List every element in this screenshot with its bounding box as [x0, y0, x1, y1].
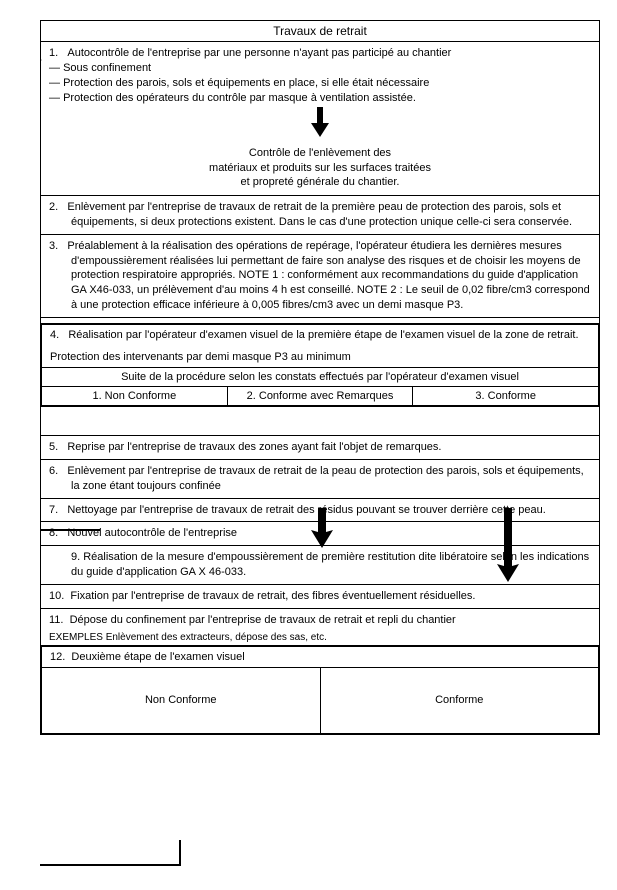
option-non-conforme: 1. Non Conforme — [42, 387, 228, 405]
step-4-box: 4. Réalisation par l'opérateur d'examen … — [40, 323, 600, 407]
step-8: 8. Nouvel autocontrôle de l'entreprise — [41, 522, 599, 546]
step-1-line: 1. Autocontrôle de l'entreprise par une … — [49, 46, 591, 61]
title-text: Travaux de retrait — [273, 24, 367, 38]
step-7: 7. Nettoyage par l'entreprise de travaux… — [41, 499, 599, 523]
step-9: 9. Réalisation de la mesure d'empoussièr… — [41, 546, 599, 585]
step-11-exemples: EXEMPLES Enlèvement des extracteurs, dép… — [41, 630, 599, 646]
step-4-options: 1. Non Conforme 2. Conforme avec Remarqu… — [42, 387, 598, 405]
step-10: 10. Fixation par l'entreprise de travaux… — [41, 585, 599, 609]
arrow-icon-1 — [49, 105, 591, 144]
step-4-suite-header: Suite de la procédure selon les constats… — [42, 367, 598, 387]
step-1-bullet-2: Protection des parois, sols et équipemen… — [49, 76, 591, 91]
option-conforme: 3. Conforme — [413, 387, 598, 405]
step-12-box: 12. Deuxième étape de l'examen visuel No… — [40, 645, 600, 735]
step-3: 3. Préalablement à la réalisation des op… — [41, 235, 599, 318]
step-12-non-conforme: Non Conforme — [42, 668, 321, 733]
step-2: 2. Enlèvement par l'entreprise de travau… — [41, 196, 599, 235]
title-bar: Travaux de retrait — [41, 21, 599, 42]
step-11: 11. Dépose du confinement par l'entrepri… — [41, 609, 599, 630]
step-6: 6. Enlèvement par l'entreprise de travau… — [41, 460, 599, 499]
step-5: 5. Reprise par l'entreprise de travaux d… — [41, 436, 599, 460]
step-1: 1. Autocontrôle de l'entreprise par une … — [41, 42, 599, 196]
step-12-options: Non Conforme Conforme — [42, 668, 598, 733]
step-1-bullet-1: Sous confinement — [49, 61, 591, 76]
step-4-protection: Protection des intervenants par demi mas… — [50, 351, 590, 363]
flowchart-container: Travaux de retrait 1. Autocontrôle de l'… — [40, 20, 600, 735]
option-conforme-remarques: 2. Conforme avec Remarques — [228, 387, 414, 405]
step-12-conforme: Conforme — [321, 668, 599, 733]
connector-row-1 — [41, 406, 599, 436]
step-1-centered: Contrôle de l'enlèvement des matériaux e… — [49, 144, 591, 191]
step-1-bullet-3: Protection des opérateurs du contrôle pa… — [49, 91, 591, 106]
